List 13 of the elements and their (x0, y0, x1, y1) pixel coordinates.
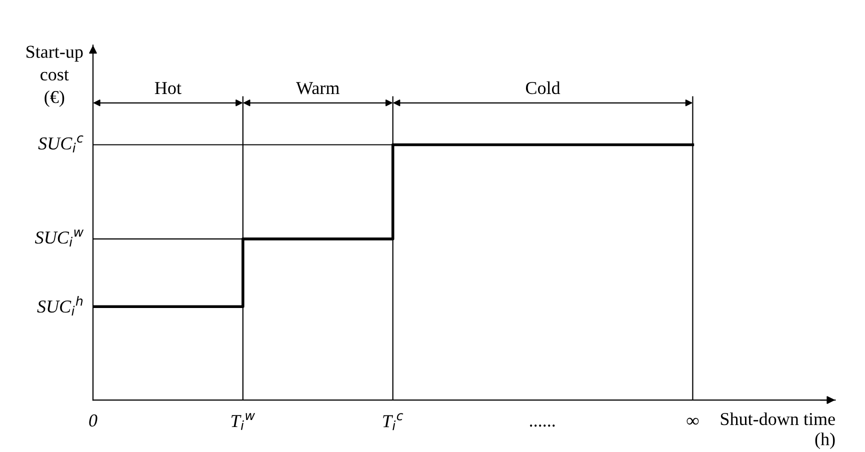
x-tick-label: 0 (89, 414, 98, 427)
text: Warm (296, 82, 340, 94)
text: SUC$_{i}$$^{w}$ (35, 230, 84, 246)
x-axis-title: Shut-down time (h) (720, 412, 835, 449)
text: SUC$_{i}$$^{h}$ (37, 296, 83, 316)
y-axis-title: Start-up cost (€) (26, 46, 83, 107)
x-tick-label: ∞ (686, 418, 699, 425)
x-tick-label: ...... (530, 424, 555, 427)
text: Cold (526, 81, 560, 94)
text: Hot (154, 82, 182, 94)
text: SUC$_{i}$$^{c}$ (38, 135, 84, 152)
x-tick-label: T$_{i}$$^{c}$ (383, 413, 404, 430)
x-tick-label: T$_{i}$$^{w}$ (231, 413, 256, 430)
